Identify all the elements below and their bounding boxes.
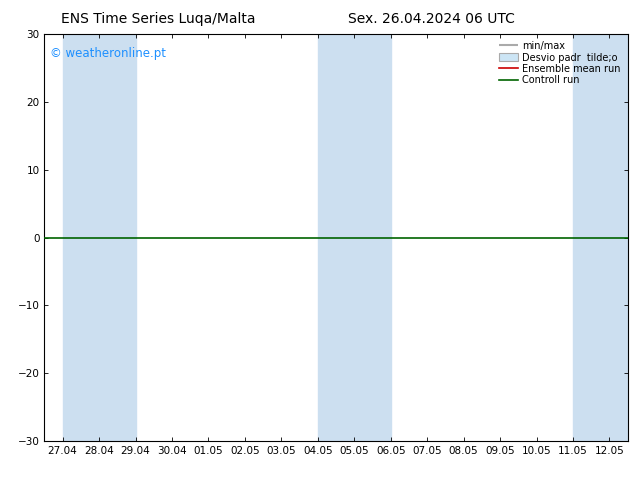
Text: Sex. 26.04.2024 06 UTC: Sex. 26.04.2024 06 UTC [347, 12, 515, 26]
Text: ENS Time Series Luqa/Malta: ENS Time Series Luqa/Malta [61, 12, 256, 26]
Bar [63, 34, 136, 441]
Text: © weatheronline.pt: © weatheronline.pt [50, 47, 166, 59]
Legend: min/max, Desvio padr  tilde;o, Ensemble mean run, Controll run: min/max, Desvio padr tilde;o, Ensemble m… [497, 39, 623, 87]
Bar [573, 34, 634, 441]
Bar [318, 34, 391, 441]
